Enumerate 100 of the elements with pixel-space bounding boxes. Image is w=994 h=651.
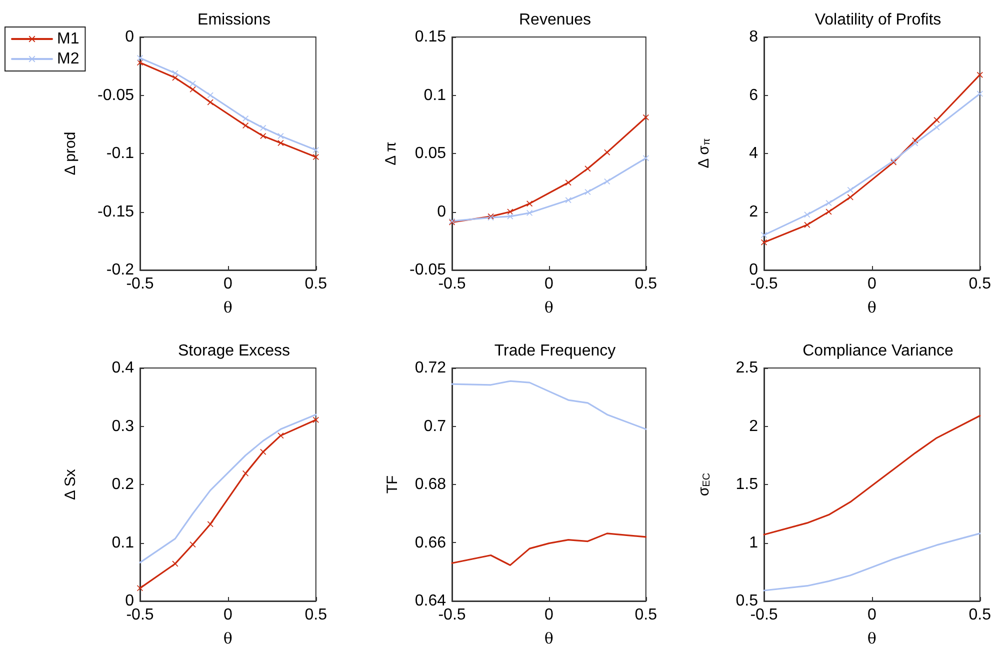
point [565,197,572,204]
y-tick-label: 0.1 [112,534,134,552]
point [242,470,249,476]
x-tick-label: 0.5 [968,276,992,292]
line-series [451,380,647,430]
x-tick-label: 0 [223,606,232,624]
y-tick-label: 2.5 [736,360,758,376]
y-tick-label: 0 [749,262,758,278]
x-tick-label: -0.5 [126,606,154,624]
point [642,114,649,120]
point [526,200,533,207]
x-tick-label: 0 [544,276,554,292]
y-axis-title: Δ σπ [696,138,712,168]
x-tick-label: 0.5 [304,276,328,292]
y-tick-label: 6 [749,86,758,104]
x-tick-label: 0 [867,276,876,292]
point [207,521,214,528]
chart-title: Emissions [198,12,270,28]
y-tick-label: 2 [749,203,758,220]
point [642,155,649,162]
y-tick-label: 0 [125,592,134,610]
y-axis-title: TF [384,475,401,494]
x-tick-label: 0 [867,606,876,624]
y-tick-label: 1 [749,534,758,552]
line-series [451,532,647,566]
y-axis-title: Δ Sx [62,468,79,500]
y-tick-label: -0.15 [98,203,134,220]
point [934,124,940,130]
point [207,99,214,106]
y-axis-title: Δ π [382,142,400,166]
chart-title: Trade Frequency [494,342,616,360]
x-tick-label: 0 [223,276,232,292]
y-tick-label: 0.1 [424,86,446,104]
point [804,212,810,218]
point [507,213,514,220]
point [826,208,832,215]
line-series [139,414,317,564]
point [172,74,178,81]
y-tick-label: 0.05 [414,145,446,162]
point [260,448,266,455]
point [604,178,610,184]
x-axis-title: θ [867,298,876,316]
x-axis-title: θ [223,298,232,316]
y-tick-label: 0.68 [414,476,446,493]
point [137,54,143,61]
line-series [763,532,981,592]
x-tick-label: -0.5 [438,276,466,292]
y-tick-label: 0 [437,203,446,220]
y-tick-label: 0.5 [736,592,758,610]
x-tick-label: -0.5 [126,276,154,292]
x-tick-label: 0.5 [634,276,658,292]
x-tick-label: -0.5 [750,606,778,624]
chart-title: Compliance Variance [802,342,954,360]
y-tick-label: 0.64 [414,592,446,610]
y-tick-label: -0.2 [106,262,134,278]
y-tick-label: 4 [749,145,758,162]
y-tick-label: 2 [749,418,758,435]
y-axis-title: Δ prod [62,132,79,176]
x-tick-label: 0 [544,606,554,624]
point [260,133,266,140]
y-tick-label: 0.7 [424,418,446,435]
point [976,90,983,97]
chart-title: Volatility of Profits [814,12,942,28]
legend-label: M2 [57,50,80,68]
point [976,72,983,78]
point [761,232,767,238]
x-tick-label: -0.5 [438,606,466,624]
y-tick-label: 1.5 [736,476,758,493]
y-tick-label: -0.05 [410,262,446,278]
y-tick-label: -0.05 [98,86,134,104]
line-series [763,414,981,536]
x-tick-label: 0.5 [634,606,658,624]
y-axis-title: σEC [696,472,712,496]
point [847,194,854,200]
x-tick-label: -0.5 [750,276,778,292]
point [172,560,178,567]
point [242,116,249,122]
point [207,92,214,98]
point [847,186,854,193]
chart-title: Storage Excess [178,342,290,360]
x-axis-title: θ [544,298,554,316]
point [584,166,591,172]
y-tick-label: 0.3 [112,418,134,435]
y-tick-label: 0.66 [414,534,446,552]
y-tick-label: -0.1 [106,145,134,162]
chart-title: Revenues [518,12,592,28]
point [172,70,178,76]
x-tick-label: 0.5 [304,606,328,624]
y-tick-label: 0.4 [112,360,134,376]
point [604,149,610,156]
x-axis-title: θ [223,630,232,648]
y-tick-label: 0 [125,28,134,46]
y-tick-label: 8 [749,28,758,46]
point [526,210,533,216]
y-tick-label: 0.15 [414,28,446,46]
y-tick-label: 0.2 [112,476,134,493]
x-axis-title: θ [544,630,554,648]
x-tick-label: 0.5 [968,606,992,624]
y-tick-label: 0.72 [414,360,446,376]
point [565,180,572,186]
